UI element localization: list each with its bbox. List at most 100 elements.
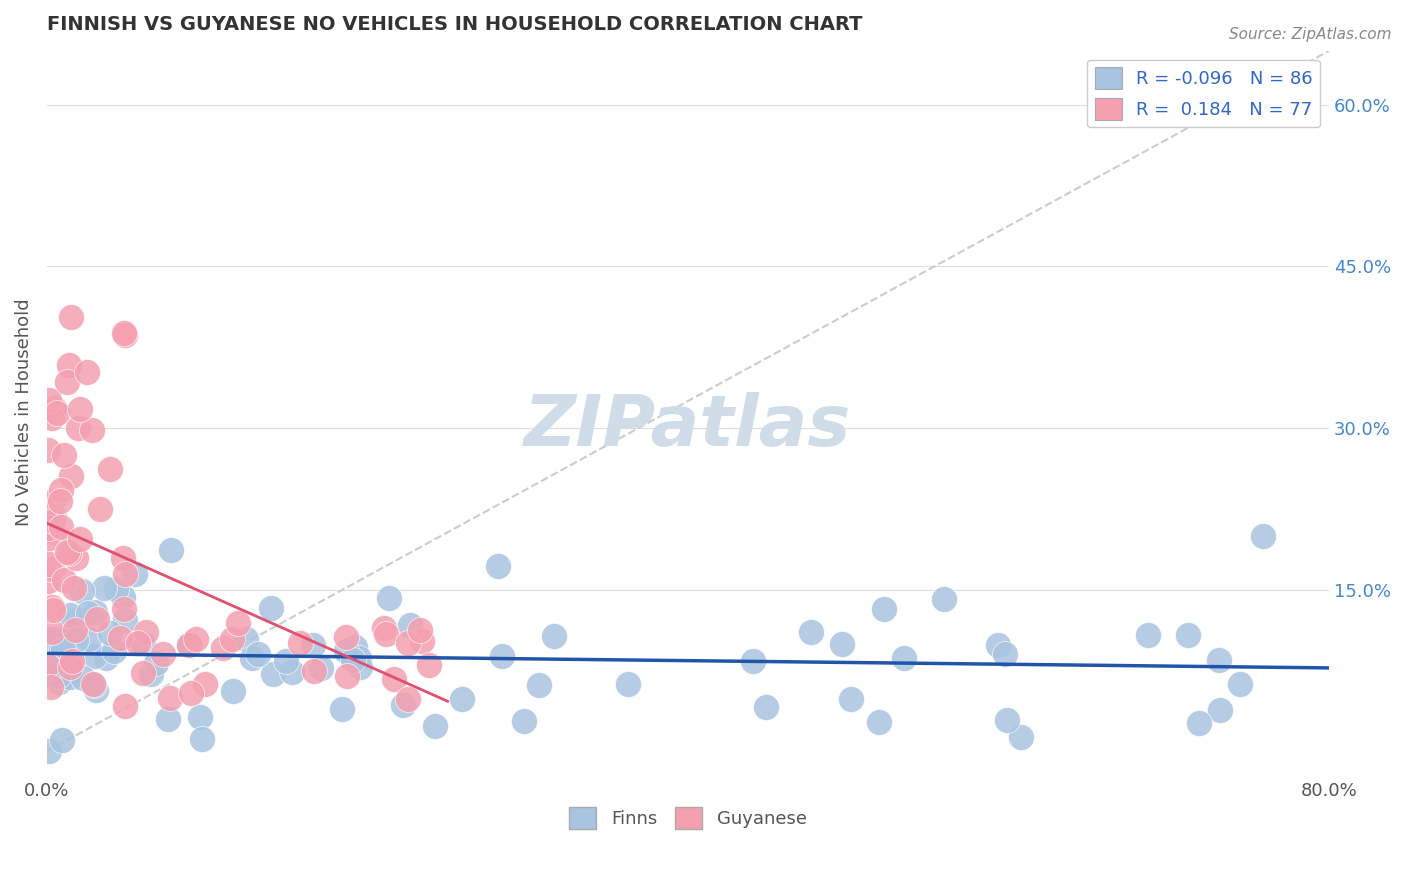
Point	[311, 661, 333, 675]
Point	[335, 643, 357, 657]
Point	[46, 406, 69, 420]
Point	[280, 665, 302, 680]
Point	[51, 519, 73, 533]
Point	[86, 612, 108, 626]
Point	[41, 625, 63, 640]
Point	[41, 411, 63, 425]
Point	[425, 719, 447, 733]
Point	[617, 677, 640, 691]
Point	[993, 648, 1015, 662]
Point	[450, 692, 472, 706]
Point	[145, 656, 167, 670]
Point	[51, 643, 73, 657]
Point	[800, 625, 823, 640]
Point	[349, 659, 371, 673]
Point	[42, 401, 65, 415]
Point	[41, 602, 63, 616]
Point	[1229, 677, 1251, 691]
Point	[56, 375, 79, 389]
Point	[831, 638, 853, 652]
Point	[491, 648, 513, 663]
Point	[191, 731, 214, 746]
Point	[180, 686, 202, 700]
Point	[114, 613, 136, 627]
Point	[103, 644, 125, 658]
Point	[486, 558, 509, 573]
Point	[38, 557, 60, 571]
Point	[83, 678, 105, 692]
Text: ZIPatlas: ZIPatlas	[524, 392, 852, 461]
Point	[48, 494, 70, 508]
Point	[179, 638, 201, 652]
Point	[873, 602, 896, 616]
Point	[48, 632, 70, 646]
Point	[108, 631, 131, 645]
Point	[41, 632, 63, 646]
Point	[1188, 715, 1211, 730]
Point	[69, 532, 91, 546]
Point	[76, 365, 98, 379]
Point	[374, 627, 396, 641]
Point	[995, 714, 1018, 728]
Point	[89, 502, 111, 516]
Point	[987, 638, 1010, 652]
Point	[335, 630, 357, 644]
Point	[112, 590, 135, 604]
Point	[382, 672, 405, 686]
Point	[1136, 628, 1159, 642]
Point	[94, 651, 117, 665]
Point	[127, 636, 149, 650]
Point	[932, 592, 955, 607]
Point	[1177, 627, 1199, 641]
Point	[67, 421, 90, 435]
Point	[188, 710, 211, 724]
Point	[59, 660, 82, 674]
Point	[1251, 529, 1274, 543]
Text: Source: ZipAtlas.com: Source: ZipAtlas.com	[1229, 27, 1392, 42]
Point	[65, 633, 87, 648]
Point	[114, 699, 136, 714]
Point	[411, 634, 433, 648]
Point	[83, 605, 105, 619]
Point	[112, 326, 135, 340]
Point	[41, 495, 63, 509]
Point	[52, 643, 75, 657]
Point	[58, 546, 80, 560]
Point	[37, 443, 59, 458]
Point	[755, 699, 778, 714]
Point	[52, 660, 75, 674]
Point	[276, 654, 298, 668]
Point	[396, 636, 419, 650]
Point	[222, 684, 245, 698]
Point	[139, 666, 162, 681]
Text: FINNISH VS GUYANESE NO VEHICLES IN HOUSEHOLD CORRELATION CHART: FINNISH VS GUYANESE NO VEHICLES IN HOUSE…	[46, 15, 862, 34]
Point	[240, 651, 263, 665]
Point	[42, 509, 65, 524]
Point	[543, 629, 565, 643]
Point	[839, 691, 862, 706]
Point	[418, 657, 440, 672]
Point	[42, 524, 65, 539]
Point	[132, 665, 155, 680]
Point	[42, 515, 65, 529]
Point	[513, 714, 536, 728]
Point	[55, 545, 77, 559]
Point	[35, 658, 58, 673]
Point	[868, 715, 890, 730]
Point	[152, 647, 174, 661]
Point	[41, 561, 63, 575]
Point	[392, 698, 415, 712]
Point	[290, 636, 312, 650]
Point	[59, 310, 82, 324]
Point	[342, 653, 364, 667]
Point	[98, 462, 121, 476]
Point	[69, 401, 91, 416]
Point	[330, 701, 353, 715]
Point	[38, 392, 60, 407]
Point	[84, 682, 107, 697]
Point	[58, 358, 80, 372]
Point	[156, 712, 179, 726]
Point	[260, 601, 283, 615]
Point	[93, 581, 115, 595]
Point	[1208, 703, 1230, 717]
